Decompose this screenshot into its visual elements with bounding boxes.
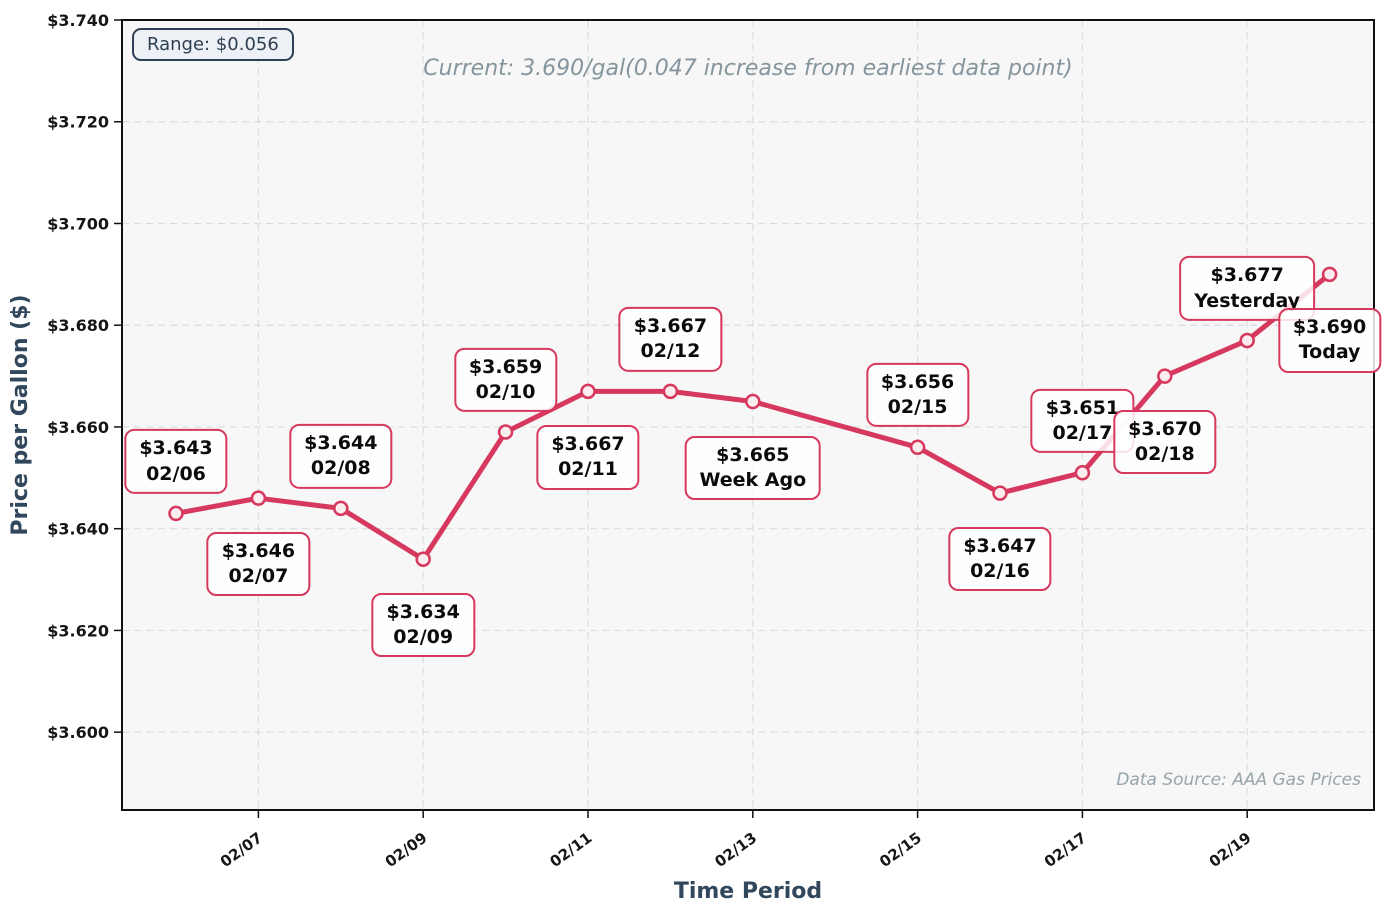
data-point-marker	[1074, 464, 1091, 481]
data-point-marker	[415, 551, 431, 567]
y-tick-label: $3.740	[47, 11, 109, 30]
data-point-marker	[992, 485, 1008, 501]
range-badge: Range: $0.056	[132, 28, 294, 61]
y-axis-title: Price per Gallon ($)	[8, 294, 33, 535]
x-tick-label: 02/11	[547, 829, 596, 871]
data-point-marker	[662, 383, 679, 400]
price-line-series	[168, 266, 1338, 567]
data-point-marker	[1239, 332, 1255, 349]
data-source-note: Data Source: AAA Gas Prices	[1116, 770, 1361, 790]
data-point-marker	[333, 500, 349, 517]
y-tick-label: $3.700	[47, 214, 109, 233]
data-point-marker	[745, 393, 761, 410]
y-tick-label: $3.720	[47, 113, 109, 132]
plot-border-spines	[121, 19, 1375, 811]
x-tick-label: 02/15	[876, 829, 925, 871]
y-tick-label: $3.640	[47, 520, 109, 539]
tick-marks	[114, 19, 1248, 818]
x-axis-tick-labels: 02/07 02/09 02/11 02/13 02/15 02/17 02/19	[217, 829, 1255, 871]
x-axis-title: Time Period	[674, 879, 822, 904]
chart-title: Current: 3.690/gal(0.047 increase from e…	[423, 56, 1073, 81]
y-tick-label: $3.620	[47, 621, 109, 640]
data-point-marker	[580, 383, 596, 400]
y-axis-tick-labels: $3.740 $3.720 $3.700 $3.680 $3.660 $3.640 $3.6…	[47, 11, 109, 742]
y-tick-label: $3.660	[47, 418, 109, 437]
price-line	[173, 271, 1333, 562]
y-tick-label: $3.600	[47, 723, 109, 742]
x-tick-label: 02/13	[711, 829, 760, 871]
x-tick-label: 02/09	[382, 829, 431, 871]
y-tick-label: $3.680	[47, 316, 109, 335]
x-tick-label: 02/17	[1041, 829, 1090, 871]
x-tick-label: 02/19	[1206, 829, 1255, 871]
data-point-marker	[1157, 368, 1173, 384]
plot-background	[122, 20, 1374, 810]
data-point-marker	[1321, 266, 1338, 283]
data-point-marker	[909, 439, 926, 456]
x-tick-label: 02/07	[217, 829, 266, 871]
data-point-marker	[250, 490, 267, 506]
data-point-marker	[168, 505, 184, 522]
data-point-marker	[497, 424, 514, 440]
